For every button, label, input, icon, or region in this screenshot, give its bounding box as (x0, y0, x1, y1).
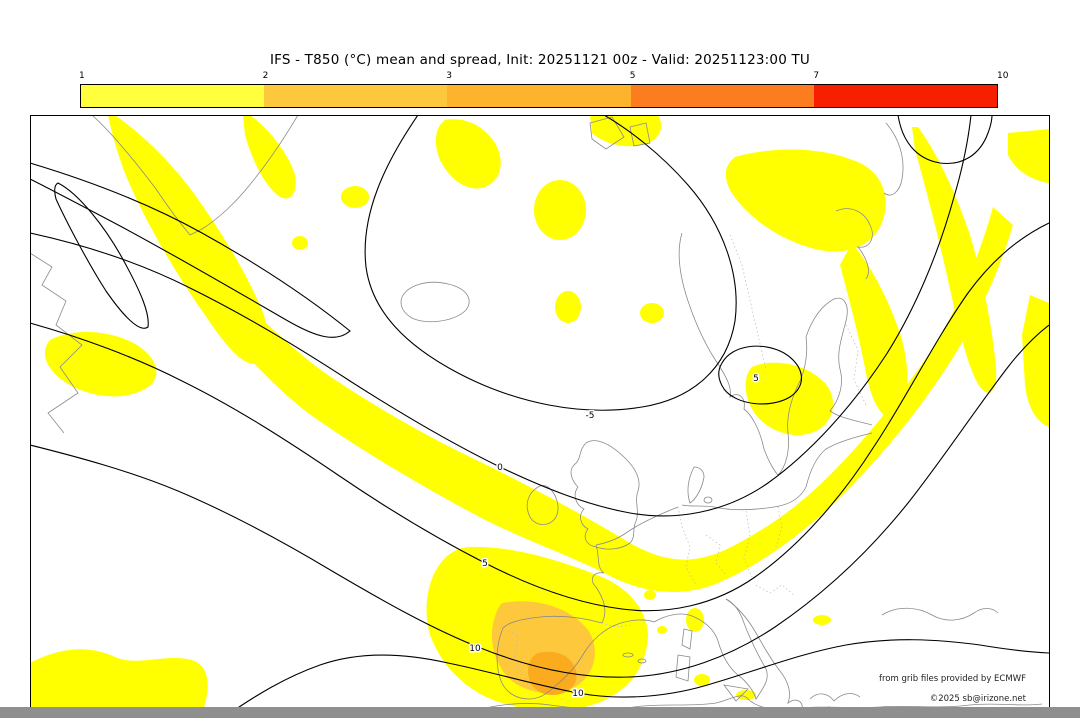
coastline-baltic-south (681, 432, 873, 511)
contour-line (31, 222, 1049, 612)
spread-patch (736, 690, 756, 700)
spread-patch (243, 116, 296, 199)
spread-patch-high (528, 651, 577, 695)
spread-patch (657, 626, 667, 634)
contour-line (31, 162, 351, 338)
spread-patch (1022, 295, 1049, 427)
spread-patch (813, 615, 831, 625)
coastline-balearics (637, 658, 647, 664)
contour-label: 5 (753, 374, 759, 384)
spread-patch (555, 291, 581, 323)
contour-line (897, 116, 993, 165)
temperature-contours (31, 116, 1049, 715)
coastline-corsica-sardinia (675, 628, 693, 682)
coastline-balkans-greece (725, 598, 861, 712)
footer-bar (0, 707, 1080, 718)
colorbar: 1 2 3 5 7 10 (79, 71, 1008, 108)
credit-copyright: ©2025 sb@irizone.net (930, 694, 1027, 704)
contour-label: 0 (497, 463, 503, 473)
border-line (705, 534, 727, 576)
border-line (755, 584, 795, 596)
coastline-france-iberia (496, 544, 655, 700)
colorbar-segment (264, 85, 448, 107)
chart-title: IFS - T850 (°C) mean and spread, Init: 2… (269, 52, 811, 68)
spread-patch (686, 608, 704, 632)
spread-patch (725, 149, 886, 252)
contour-line (54, 182, 149, 329)
coastline-britain (570, 440, 640, 550)
coastline-sicily (723, 684, 749, 702)
coastline-danish-isles (703, 496, 713, 504)
colorbar-segment (630, 85, 814, 107)
coastline-black-sea (881, 607, 999, 621)
coastline-ireland (526, 485, 559, 525)
contour-label: 5 (482, 559, 488, 569)
contour-label: -5 (586, 411, 595, 421)
contour-line (226, 639, 1049, 715)
coastline-greenland (92, 116, 298, 236)
map-canvas: 0 5 -5 5 10 10 from grib files provided … (30, 115, 1050, 716)
border-line (507, 630, 523, 676)
coastline-scandinavia (678, 232, 873, 476)
colorbar-track (80, 84, 998, 108)
spread-patch (840, 243, 908, 419)
spread-patch (694, 674, 710, 686)
colorbar-tick-label: 1 (79, 71, 85, 81)
border-line (743, 510, 753, 578)
colorbar-segment (447, 85, 631, 107)
contour-label: 10 (469, 644, 481, 654)
spread-patch (341, 186, 369, 208)
colorbar-tick-label: 2 (262, 71, 269, 81)
credit-ecmwf: from grib files provided by ECMWF (879, 674, 1026, 684)
contour-labels: 0 5 -5 5 10 10 (468, 373, 761, 701)
spread-patch (31, 649, 208, 715)
spread-patch (188, 207, 1013, 592)
spread-patch (640, 303, 664, 323)
contour-line (364, 116, 737, 411)
colorbar-tick-label: 3 (446, 71, 452, 81)
spread-patch (292, 236, 308, 250)
contour-label: 10 (572, 689, 584, 699)
coastline-north-sea (595, 506, 679, 546)
colorbar-tick-label: 10 (997, 71, 1009, 81)
contour-line (31, 116, 972, 517)
colorbar-segment (813, 85, 998, 107)
border-line (601, 622, 631, 628)
colorbar-tick-label: 5 (629, 71, 636, 81)
colorbar-segment (81, 85, 265, 107)
spread-patch (644, 590, 656, 600)
spread-patch (912, 127, 997, 393)
coastline-italy (653, 598, 768, 700)
border-line (775, 506, 783, 548)
coastline-iceland (400, 281, 470, 323)
colorbar-ticks: 1 2 3 5 7 10 (79, 71, 1008, 82)
spread-patch (435, 119, 501, 189)
border-line (677, 506, 697, 586)
spread-patch (745, 362, 834, 436)
spread-patch (1008, 129, 1049, 183)
map-panel: 0 5 -5 5 10 10 from grib files provided … (30, 115, 1050, 716)
spread-patch (44, 331, 157, 397)
spread-patch (534, 180, 586, 240)
contour-line (31, 324, 1049, 678)
coastline-arctic-islands (883, 122, 904, 196)
coastline-denmark (687, 466, 705, 504)
colorbar-tick-label: 7 (813, 71, 820, 81)
coastline-balearics (622, 652, 634, 658)
contour-line (718, 345, 803, 405)
coastline-white-sea (835, 208, 873, 280)
